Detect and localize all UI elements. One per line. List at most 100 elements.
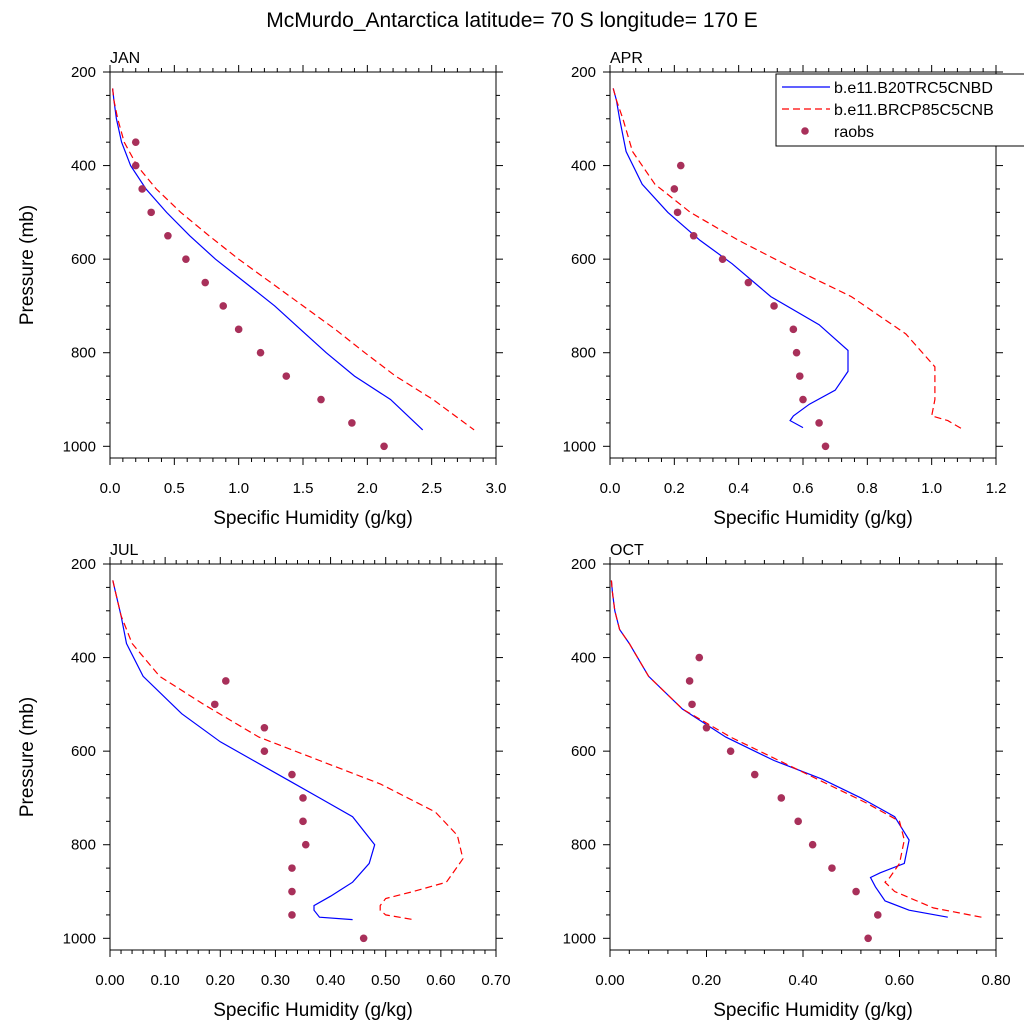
x-tick-label: 1.0 <box>921 480 942 497</box>
x-tick-label: 0.70 <box>481 972 510 989</box>
y-tick-label: 600 <box>571 743 596 760</box>
y-tick-label: 200 <box>71 556 96 573</box>
figure-title: McMurdo_Antarctica latitude= 70 S longit… <box>266 9 757 32</box>
raobs-point <box>282 372 291 380</box>
series-line-rcp <box>610 580 982 918</box>
series-raobs <box>210 677 368 943</box>
y-tick-label: 400 <box>571 650 596 667</box>
raobs-point <box>299 794 307 802</box>
y-axis-label: Pressure (mb) <box>17 205 38 325</box>
x-tick-label: 0.8 <box>857 480 878 497</box>
y-axis-label: Pressure (mb) <box>17 697 38 817</box>
raobs-point <box>852 887 860 896</box>
y-tick-label: 800 <box>71 345 96 362</box>
raobs-point <box>685 677 694 685</box>
raobs-point <box>131 161 140 170</box>
raobs-point <box>718 255 727 263</box>
panel-apr: APR 0.0 0.2 0.4 0.6 0.8 1.0 1.2 200 400 600 800 1000… <box>563 50 1007 529</box>
raobs-point <box>670 185 679 193</box>
raobs-point <box>182 255 190 263</box>
raobs-point <box>288 770 296 779</box>
legend-label: b.e11.BRCP85C5CNB <box>834 102 994 119</box>
x-tick-label: 0.50 <box>371 972 400 989</box>
y-tick-label: 800 <box>571 837 596 854</box>
series-line-rcp <box>612 88 965 431</box>
raobs-point <box>808 840 817 849</box>
x-tick-label: 0.4 <box>728 480 749 497</box>
raobs-point <box>702 723 711 732</box>
x-tick-label: 2.5 <box>421 480 442 497</box>
raobs-point <box>348 419 356 427</box>
raobs-point <box>726 747 735 755</box>
panel-title: JAN <box>110 50 140 67</box>
series-raobs <box>685 653 882 943</box>
plot-frame <box>609 563 997 951</box>
raobs-point <box>288 911 296 919</box>
raobs-point <box>792 348 801 357</box>
y-tick-label: 1000 <box>563 438 596 455</box>
series-raobs <box>670 161 830 451</box>
panel-oct: OCT 0.00 0.20 0.40 0.60 0.80 200 400 600 800 1000 S… <box>563 542 1011 1021</box>
raobs-point <box>673 208 682 217</box>
x-tick-label: 0.60 <box>885 972 914 989</box>
y-tick-label: 400 <box>71 650 96 667</box>
x-tick-label: 0.20 <box>206 972 235 989</box>
y-tick-label: 200 <box>571 556 596 573</box>
raobs-point <box>750 770 759 779</box>
panel-title: APR <box>610 50 643 67</box>
series-line-hist <box>612 88 849 429</box>
panel-title: JUL <box>110 542 139 559</box>
raobs-point <box>222 677 230 685</box>
x-tick-label: 0.40 <box>316 972 345 989</box>
legend-box <box>775 73 1024 147</box>
series-line-hist <box>610 580 948 918</box>
series-line-rcp <box>112 580 464 921</box>
raobs-point <box>695 653 704 662</box>
y-tick-label: 800 <box>71 837 96 854</box>
x-tick-label: 1.2 <box>986 480 1007 497</box>
raobs-point <box>234 325 243 334</box>
x-tick-label: 0.2 <box>664 480 685 497</box>
x-tick-label: 0.20 <box>692 972 721 989</box>
y-tick-label: 600 <box>71 251 96 268</box>
x-tick-label: 0.30 <box>261 972 290 989</box>
x-axis-label: Specific Humidity (g/kg) <box>213 508 413 529</box>
plot-frame <box>109 71 497 459</box>
x-tick-label: 3.0 <box>486 480 507 497</box>
raobs-point <box>288 864 296 872</box>
y-tick-label: 200 <box>71 64 96 81</box>
x-tick-label: 0.10 <box>151 972 180 989</box>
raobs-point <box>777 794 786 802</box>
raobs-point <box>794 817 802 826</box>
x-tick-label: 0.40 <box>788 972 817 989</box>
x-axis-label: Specific Humidity (g/kg) <box>213 1000 413 1021</box>
y-tick-label: 200 <box>571 64 596 81</box>
raobs-point <box>219 302 228 310</box>
series-line-hist <box>112 88 424 431</box>
x-tick-label: 1.5 <box>293 480 314 497</box>
raobs-point <box>201 278 210 287</box>
x-tick-label: 0.00 <box>595 972 624 989</box>
x-tick-label: 0.5 <box>164 480 185 497</box>
y-tick-label: 600 <box>571 251 596 268</box>
raobs-point <box>795 372 804 380</box>
raobs-point <box>815 419 823 427</box>
raobs-point <box>299 817 307 826</box>
legend-label: raobs <box>834 124 874 141</box>
raobs-point <box>828 864 836 872</box>
y-tick-label: 400 <box>571 158 596 175</box>
x-tick-label: 1.0 <box>228 480 249 497</box>
panel-jan: JAN 0.0 0.5 1.0 1.5 2.0 2.5 3.0 200 400 600 800 1000… <box>17 50 506 529</box>
legend-label: b.e11.B20TRC5CNBD <box>834 80 993 97</box>
raobs-point <box>864 934 872 943</box>
raobs-point <box>676 161 685 170</box>
panel-jul: JUL 0.00 0.10 0.20 0.30 0.40 0.50 0.60 0.70 200 40… <box>17 542 511 1021</box>
raobs-point <box>147 208 155 217</box>
raobs-point <box>688 700 696 709</box>
series-raobs <box>131 138 388 451</box>
raobs-point <box>138 185 146 193</box>
x-tick-label: 2.0 <box>357 480 378 497</box>
series-line-rcp <box>112 88 475 431</box>
raobs-point <box>770 302 778 310</box>
